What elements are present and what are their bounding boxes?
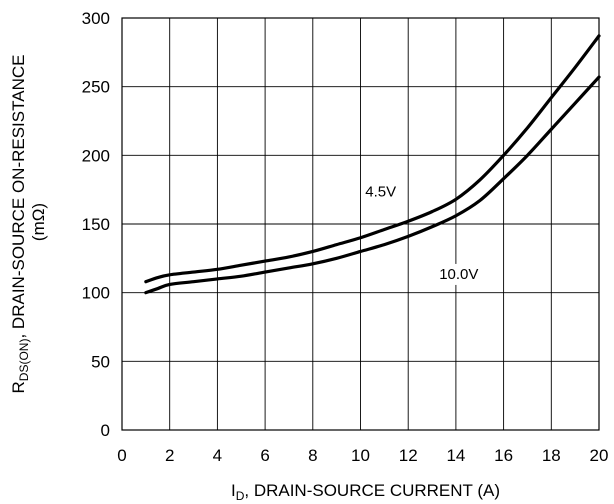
y-axis-title-line1: RDS(ON), DRAIN-SOURCE ON-RESISTANCE	[9, 55, 31, 394]
series-label-background	[435, 263, 483, 285]
series-label: 10.0V	[439, 266, 478, 283]
series-label: 4.5V	[365, 184, 396, 201]
grid	[121, 17, 600, 431]
series-lines	[144, 34, 601, 295]
x-tick-label: 10	[351, 446, 370, 465]
x-tick-label: 4	[213, 446, 222, 465]
plot-frame	[121, 17, 600, 431]
x-tick-label: 8	[308, 446, 317, 465]
x-tick-label: 14	[446, 446, 465, 465]
x-axis-title: ID, DRAIN-SOURCE CURRENT (A)	[231, 481, 500, 503]
x-tick-labels: 0 2 4 6 8 10 12 14 16 18 20	[117, 446, 608, 465]
series-labels: 4.5V 10.0V	[361, 181, 483, 285]
y-tick-label: 150	[82, 215, 110, 234]
y-tick-label: 100	[82, 284, 110, 303]
series-line-1	[144, 34, 601, 284]
x-tick-label: 20	[590, 446, 609, 465]
series-label-background	[361, 181, 401, 203]
x-tick-label: 16	[494, 446, 513, 465]
x-tick-label: 12	[399, 446, 418, 465]
y-axis-title-line2: (mΩ)	[29, 203, 48, 241]
x-tick-label: 0	[117, 446, 126, 465]
series-line-2	[144, 75, 601, 295]
x-tick-label: 6	[260, 446, 269, 465]
y-tick-label: 250	[82, 78, 110, 97]
y-tick-label: 0	[101, 421, 110, 440]
y-tick-labels: 0 50 100 150 200 250 300	[82, 9, 110, 440]
y-tick-label: 50	[91, 352, 110, 371]
y-tick-label: 200	[82, 146, 110, 165]
x-tick-label: 18	[542, 446, 561, 465]
x-tick-label: 2	[165, 446, 174, 465]
y-tick-label: 300	[82, 9, 110, 28]
y-axis-title: RDS(ON), DRAIN-SOURCE ON-RESISTANCE (mΩ)	[9, 55, 48, 394]
